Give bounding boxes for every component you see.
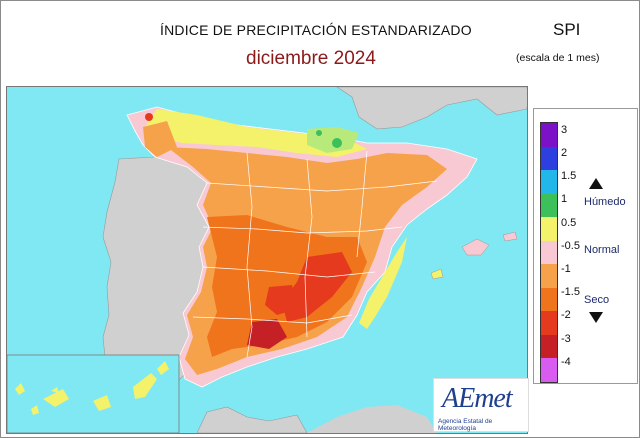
legend-tick-neg-1-5: -1.5 (561, 286, 580, 298)
legend-tick-1-5: 1.5 (561, 170, 577, 182)
legend-panel (533, 108, 638, 384)
legend-swatch-2 (541, 170, 557, 194)
zone-extreme-dry-1 (282, 252, 352, 322)
legend-tick-neg-4: -4 (561, 356, 571, 368)
legend-tick-neg-3: -3 (561, 333, 571, 345)
legend-swatch-5 (541, 240, 557, 264)
spi-map (6, 86, 528, 434)
tenerife (43, 389, 69, 407)
map-title: ÍNDICE DE PRECIPITACIÓN ESTANDARIZADO (160, 22, 472, 38)
menorca (502, 231, 518, 242)
legend-swatch-8 (541, 311, 557, 335)
wet-triangle-icon (589, 178, 603, 189)
legend-swatch-1 (541, 146, 557, 170)
zone-basque-core (332, 138, 342, 148)
zone-galicia-core (145, 113, 153, 121)
algeria-coast (307, 405, 437, 433)
lanzarote (157, 361, 169, 375)
gran-canaria (93, 395, 111, 411)
aemet-logo: AEmet Agencia Estatal de Meteorología (433, 378, 529, 432)
legend-swatch-9 (541, 334, 557, 358)
legend-swatch-4 (541, 217, 557, 241)
map-subtitle: diciembre 2024 (246, 48, 376, 69)
index-name: SPI (553, 20, 581, 39)
map-canvas (7, 87, 527, 433)
la-gomera (51, 387, 59, 393)
fuerteventura (133, 373, 157, 399)
france (336, 87, 527, 130)
zone-basque-core-2 (316, 130, 322, 136)
zone-extreme-dry-2 (247, 319, 287, 349)
legend-colorbar (540, 122, 558, 383)
legend-cat-wet: Húmedo (584, 196, 626, 208)
canary-inset (7, 354, 180, 433)
legend-tick-1: 1 (561, 193, 568, 205)
legend-swatch-7 (541, 287, 557, 311)
zone-extreme-dry-3 (265, 285, 297, 315)
scale-note: (escala de 1 mes) (516, 52, 600, 64)
logo-tagline: Agencia Estatal de Meteorología (438, 418, 493, 432)
legend-swatch-3 (541, 193, 557, 217)
legend-swatch-10 (541, 358, 557, 382)
legend-tick-neg-1: -1 (561, 263, 571, 275)
mallorca (461, 238, 490, 256)
legend-cat-normal: Normal (584, 244, 620, 256)
legend-tick-neg-0-5: -0.5 (561, 240, 580, 252)
legend-tick-3: 3 (561, 124, 568, 136)
north-africa (196, 406, 308, 433)
legend-swatch-0 (541, 123, 557, 147)
zone-galicia (143, 121, 177, 157)
logo-wordmark: AEmet (442, 383, 513, 414)
legend-tick-0-5: 0.5 (561, 217, 577, 229)
legend-swatch-6 (541, 264, 557, 288)
legend-tick-2: 2 (561, 147, 568, 159)
legend-tick-neg-2: -2 (561, 309, 571, 321)
legend-cat-dry: Seco (584, 294, 610, 306)
france-east (497, 89, 527, 111)
dry-triangle-icon (589, 312, 603, 323)
la-palma (15, 383, 25, 395)
zone-east-coast (359, 237, 407, 329)
ibiza (430, 268, 444, 280)
el-hierro (31, 405, 39, 415)
province-borders (192, 150, 438, 358)
